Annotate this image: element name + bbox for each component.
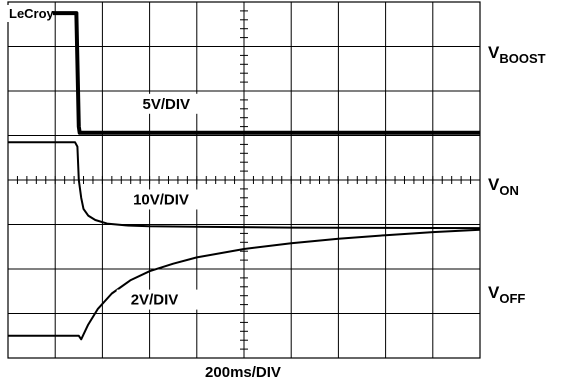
scale-label-bg (128, 93, 219, 114)
lecroy-logo: LeCroy (7, 5, 55, 22)
channel-label-vboost: VBOOST (488, 43, 546, 66)
scale-label-bg (119, 189, 210, 210)
scale-label-vboost: 5V/DIV (143, 96, 191, 113)
brand-text: LeCroy (9, 6, 55, 21)
scale-labels: 5V/DIV 10V/DIV 2V/DIV (116, 93, 219, 310)
channel-label-subscript: OFF (499, 291, 525, 306)
timebase-label: 200ms/DIV (205, 364, 281, 381)
scale-label-bg (116, 289, 207, 310)
channel-label-subscript: BOOST (499, 51, 545, 66)
trace-von (8, 141, 481, 230)
scale-label-voff: 2V/DIV (131, 292, 179, 309)
channel-label-subscript: ON (499, 183, 519, 198)
scale-label-von: 10V/DIV (133, 191, 189, 208)
channel-label-voff: VOFF (488, 283, 525, 306)
trace-vboost (8, 11, 480, 135)
channel-label-von: VON (488, 175, 519, 198)
trace-voff (8, 228, 481, 341)
trace-group (8, 11, 481, 341)
channel-labels: VBOOST VON VOFF (488, 43, 546, 306)
